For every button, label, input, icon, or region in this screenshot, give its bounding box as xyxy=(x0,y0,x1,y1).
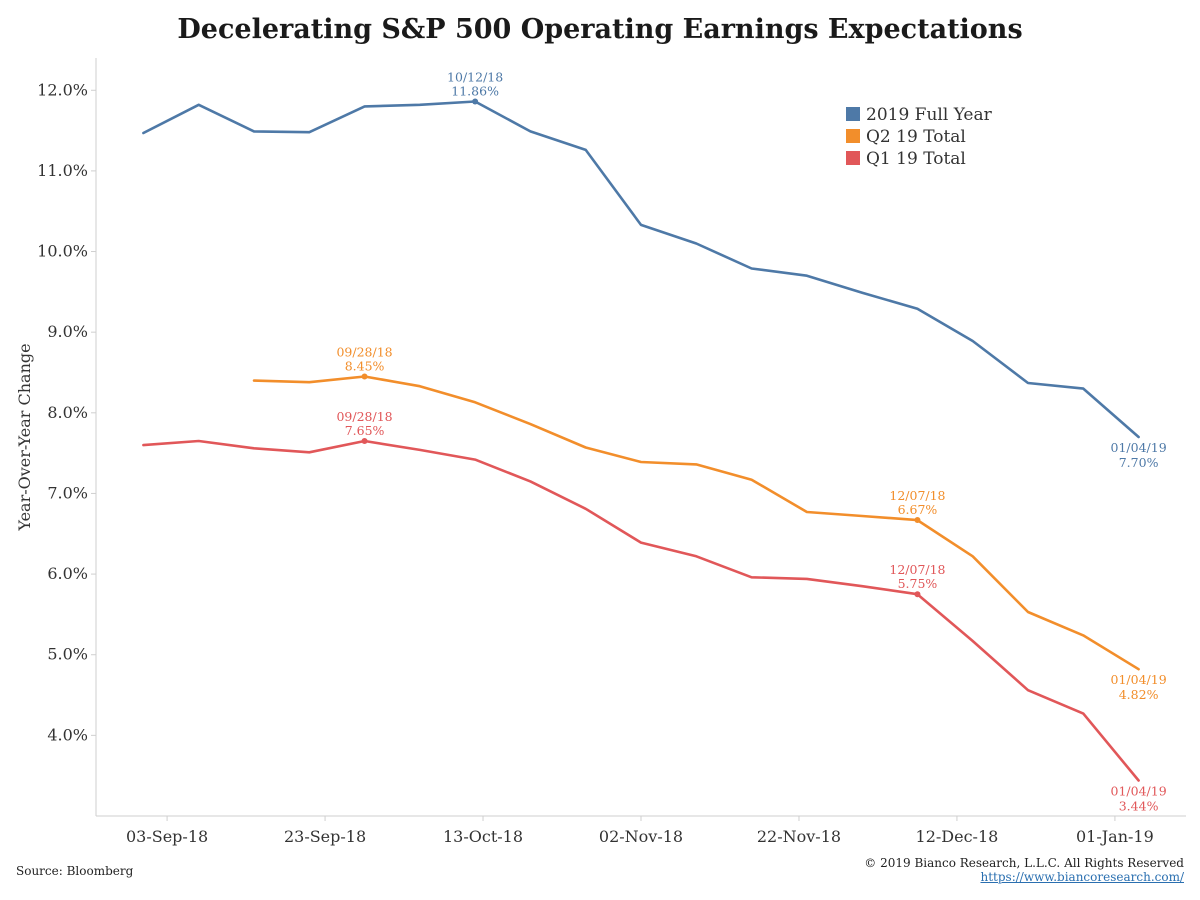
chart-title: Decelerating S&P 500 Operating Earnings … xyxy=(177,14,1023,45)
annotation-marker xyxy=(914,517,921,524)
annotation-value: 7.70% xyxy=(1119,455,1159,470)
copyright-text: © 2019 Bianco Research, L.L.C. All Right… xyxy=(864,856,1184,870)
legend-label: Q2 19 Total xyxy=(866,127,966,147)
annotation-date: 09/28/18 xyxy=(336,409,392,424)
annotation-date: 12/07/18 xyxy=(889,562,945,577)
x-tick-label: 23-Sep-18 xyxy=(284,827,366,846)
y-tick-label: 7.0% xyxy=(47,483,88,502)
y-tick-label: 5.0% xyxy=(47,645,88,664)
copyright-block: © 2019 Bianco Research, L.L.C. All Right… xyxy=(864,856,1184,884)
series-line-q2-19-total xyxy=(252,375,1140,671)
annotation-date: 10/12/18 xyxy=(447,70,503,85)
series-line-2019-full-year xyxy=(142,100,1140,439)
legend-swatch xyxy=(846,151,860,165)
legend-label: Q1 19 Total xyxy=(866,149,966,169)
y-tick-label: 10.0% xyxy=(37,242,88,261)
y-axis-title: Year-Over-Year Change xyxy=(15,343,34,531)
y-tick-label: 8.0% xyxy=(47,403,88,422)
annotation-value: 6.67% xyxy=(898,502,938,517)
x-tick-label: 01-Jan-19 xyxy=(1076,827,1154,846)
y-tick-label: 11.0% xyxy=(37,161,88,180)
x-tick-label: 02-Nov-18 xyxy=(599,827,683,846)
y-tick-label: 6.0% xyxy=(47,564,88,583)
annotation-value: 5.75% xyxy=(898,576,938,591)
x-tick-label: 22-Nov-18 xyxy=(757,827,841,846)
series-line-q1-19-total xyxy=(142,439,1140,782)
annotation-marker xyxy=(361,438,368,445)
annotation-value: 8.45% xyxy=(345,359,385,374)
annotation-value: 7.65% xyxy=(345,423,385,438)
annotation-date: 09/28/18 xyxy=(336,345,392,360)
annotation-marker xyxy=(472,98,479,105)
x-tick-label: 13-Oct-18 xyxy=(443,827,523,846)
annotation-date: 12/07/18 xyxy=(889,488,945,503)
annotation-value: 4.82% xyxy=(1119,687,1159,702)
annotation-marker xyxy=(914,591,921,598)
y-tick-label: 4.0% xyxy=(47,725,88,744)
annotation-value: 3.44% xyxy=(1119,799,1159,814)
website-link[interactable]: https://www.biancoresearch.com/ xyxy=(980,870,1184,884)
x-tick-label: 03-Sep-18 xyxy=(126,827,208,846)
x-tick-label: 12-Dec-18 xyxy=(916,827,999,846)
legend-swatch xyxy=(846,129,860,143)
source-note: Source: Bloomberg xyxy=(16,864,134,878)
annotation-value: 11.86% xyxy=(451,84,499,99)
y-tick-label: 9.0% xyxy=(47,322,88,341)
annotation-date: 01/04/19 xyxy=(1111,440,1167,455)
annotation-date: 01/04/19 xyxy=(1111,784,1167,799)
legend-label: 2019 Full Year xyxy=(866,105,993,125)
legend-swatch xyxy=(846,107,860,121)
y-tick-label: 12.0% xyxy=(37,80,88,99)
annotation-marker xyxy=(361,373,368,380)
annotation-date: 01/04/19 xyxy=(1111,672,1167,687)
